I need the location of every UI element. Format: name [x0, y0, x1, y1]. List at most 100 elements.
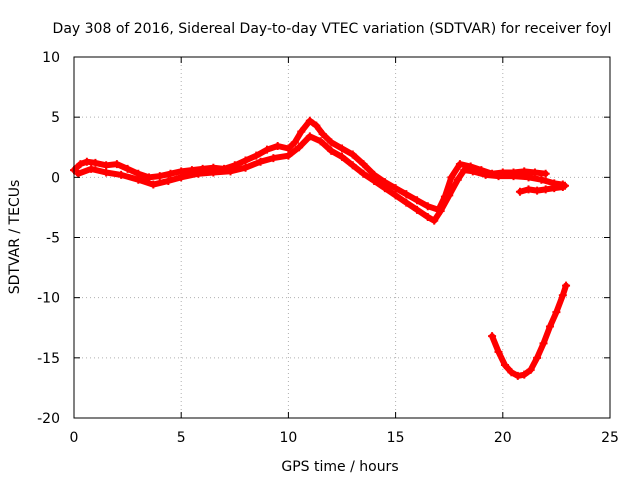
x-tick-labels: 0 5 10 15 20 25 — [70, 430, 619, 446]
data-point — [423, 213, 432, 222]
data-point — [241, 156, 250, 165]
data-point — [164, 176, 173, 185]
data-point — [380, 184, 389, 193]
data-point — [318, 130, 327, 139]
y-tick-label: 0 — [51, 170, 60, 186]
data-point — [552, 308, 561, 317]
data-point — [539, 339, 548, 348]
y-tick-label: 5 — [51, 110, 60, 126]
data-point — [166, 169, 175, 178]
data-point — [524, 185, 533, 194]
data-point — [445, 191, 454, 200]
data-point — [359, 169, 368, 178]
chart-title: Day 308 of 2016, Sidereal Day-to-day VTE… — [53, 21, 612, 37]
data-point — [533, 186, 542, 195]
data-point — [500, 361, 509, 370]
data-point — [533, 353, 542, 362]
data-point — [391, 191, 400, 200]
data-point — [102, 168, 111, 177]
data-point — [256, 157, 265, 166]
data-point — [494, 172, 503, 181]
y-tick-label: -5 — [46, 231, 60, 247]
data-point — [370, 176, 379, 185]
data-point — [327, 138, 336, 147]
data-point — [550, 184, 559, 193]
data-point — [155, 172, 164, 181]
data-point — [312, 121, 321, 130]
data-point — [284, 144, 293, 153]
series-4 — [488, 281, 571, 380]
x-tick-label: 20 — [494, 430, 512, 446]
data-point — [269, 154, 278, 163]
data-point — [226, 167, 235, 176]
x-tick-label: 25 — [601, 430, 619, 446]
data-point — [413, 205, 422, 214]
data-point — [460, 166, 469, 175]
data-point — [413, 196, 422, 205]
data-point — [455, 160, 464, 169]
data-point — [348, 150, 357, 159]
data-point — [359, 160, 368, 169]
data-point — [123, 164, 132, 173]
data-point — [74, 169, 83, 178]
data-point — [112, 160, 121, 169]
data-point — [509, 172, 518, 181]
data-point — [513, 371, 522, 380]
data-point — [562, 281, 571, 290]
data-point — [402, 198, 411, 207]
data-point — [305, 116, 314, 125]
data-point — [338, 152, 346, 161]
data-point — [558, 291, 567, 300]
data-point — [305, 132, 314, 141]
y-tick-label: -20 — [37, 411, 60, 427]
series-line — [489, 282, 569, 379]
data-point — [177, 173, 186, 182]
data-point — [545, 322, 554, 331]
data-point — [537, 175, 546, 184]
data-point — [241, 163, 250, 172]
data-point — [481, 170, 490, 179]
data-point — [297, 127, 306, 136]
y-tick-label: -15 — [37, 351, 60, 367]
data-point — [468, 167, 477, 176]
data-point — [316, 137, 325, 146]
series-3 — [515, 181, 569, 196]
data-point — [447, 173, 456, 182]
data-point — [273, 142, 282, 151]
ticks — [73, 56, 611, 419]
data-point — [520, 370, 529, 379]
x-tick-label: 10 — [279, 430, 297, 446]
data-point — [494, 347, 503, 356]
series-2 — [74, 132, 567, 225]
data-point — [76, 160, 85, 169]
data-point — [145, 173, 154, 182]
x-axis-label: GPS time / hours — [281, 459, 398, 475]
data-point — [488, 332, 497, 341]
data-point — [91, 158, 100, 167]
data-point — [102, 161, 111, 170]
data-point — [262, 145, 271, 154]
data-point — [209, 168, 218, 177]
data-point — [295, 143, 304, 152]
data-point — [453, 175, 462, 184]
data-point — [423, 202, 432, 211]
y-tick-labels: -20 -15 -10 -5 0 5 10 — [37, 50, 60, 427]
data-point — [134, 175, 143, 184]
y-tick-label: 10 — [42, 50, 60, 66]
data-point — [526, 365, 535, 374]
data-point — [515, 187, 524, 196]
data-point — [391, 184, 400, 193]
data-point — [541, 169, 550, 178]
y-tick-label: -10 — [37, 291, 60, 307]
data-point — [436, 207, 445, 216]
x-tick-label: 5 — [177, 430, 186, 446]
data-point — [87, 164, 96, 173]
data-series — [70, 116, 571, 380]
data-point — [524, 173, 533, 182]
data-point — [252, 151, 261, 160]
grid — [74, 57, 610, 418]
data-point — [284, 151, 293, 160]
data-point — [149, 180, 158, 189]
data-point — [338, 144, 346, 153]
